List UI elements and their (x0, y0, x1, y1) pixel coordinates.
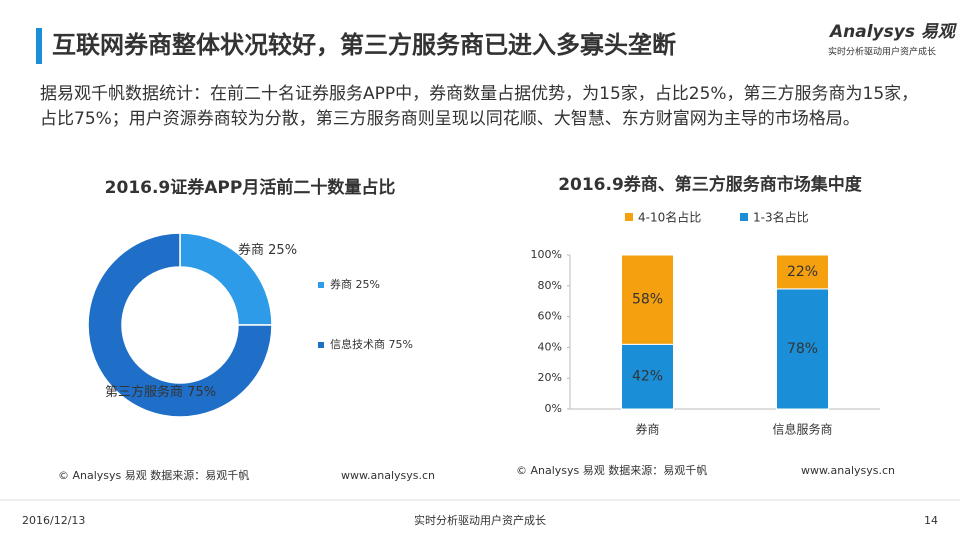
legend-label-name: 券商 (330, 277, 352, 291)
slice-label-value: 25% (268, 243, 297, 258)
source: © Analysys 易观 数据来源：易观千帆 (58, 468, 249, 482)
bar-segment (776, 254, 829, 290)
website: www.analysys.cn (801, 464, 895, 477)
bar-segment (621, 343, 674, 410)
logo: Analysys 易观 (828, 22, 958, 42)
legend-swatch (318, 282, 324, 288)
slice-label: 券商 25% (238, 242, 297, 258)
legend-swatch (625, 213, 633, 221)
legend-label-name: 信息技术商 (330, 337, 385, 351)
y-tick-label: 0% (545, 402, 562, 415)
slice-label-name: 券商 (238, 242, 264, 258)
y-tick-label: 100% (531, 248, 562, 261)
data-label: 22% (787, 264, 818, 280)
website: www.analysys.cn (341, 469, 435, 482)
y-tick-label: 80% (538, 279, 562, 292)
bar-segment (621, 254, 674, 345)
slice-label: 第三方服务商 75% (105, 384, 216, 400)
legend-label: 1-3名占比 (753, 210, 809, 225)
y-tick-label: 20% (538, 371, 562, 384)
footer-date: 2016/12/13 (22, 514, 85, 527)
logo-tagline: 实时分析驱动用户资产成长 (828, 46, 936, 58)
title-bar (36, 28, 42, 64)
description: 据易观千帆数据统计：在前二十名证券服务APP中，券商数量占据优势，为15家，占比… (40, 84, 919, 129)
data-label: 42% (632, 369, 663, 385)
legend-label: 4-10名占比 (638, 210, 701, 225)
source: © Analysys 易观 数据来源：易观千帆 (516, 463, 707, 477)
slice-label-name: 第三方服务商 (105, 384, 183, 400)
legend-swatch (740, 213, 748, 221)
slice-label-value: 75% (187, 385, 216, 400)
legend-label: 券商 25% (330, 277, 380, 291)
chart-title: 2016.9证券APP月活前二十数量占比 (105, 177, 396, 198)
slide-title: 互联网券商整体状况较好，第三方服务商已进入多寡头垄断 (52, 31, 676, 59)
legend-swatch (318, 342, 324, 348)
data-label: 78% (787, 341, 818, 357)
footer-tagline: 实时分析驱动用户资产成长 (414, 513, 546, 527)
data-label: 58% (632, 292, 663, 308)
bar-segment (776, 288, 829, 410)
legend-label-value: 75% (389, 338, 413, 351)
donut-slice (87, 232, 273, 418)
y-tick-label: 60% (538, 310, 562, 323)
x-tick-label: 信息服务商 (772, 422, 832, 437)
legend-label: 信息技术商 75% (330, 337, 413, 351)
x-tick-label: 券商 (635, 422, 659, 437)
legend-label-value: 25% (356, 278, 380, 291)
chart-title: 2016.9券商、第三方服务商市场集中度 (558, 174, 863, 195)
page-number: 14 (924, 514, 938, 527)
y-tick-label: 40% (538, 340, 562, 353)
